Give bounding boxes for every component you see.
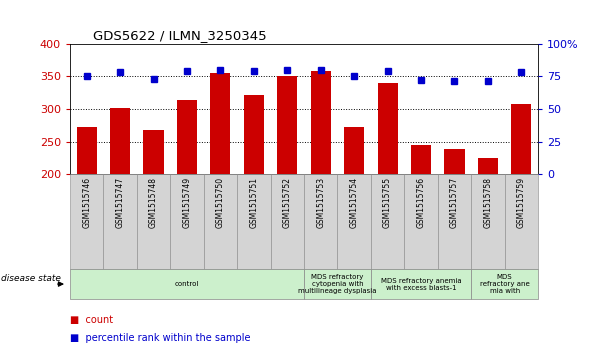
Bar: [344, 127, 364, 174]
Text: GSM1515755: GSM1515755: [383, 177, 392, 228]
Text: GSM1515756: GSM1515756: [416, 177, 426, 228]
Text: GSM1515750: GSM1515750: [216, 177, 225, 228]
Text: GSM1515746: GSM1515746: [82, 177, 91, 228]
Text: control: control: [174, 281, 199, 287]
Text: GSM1515748: GSM1515748: [149, 177, 158, 228]
Text: MDS refractory anemia
with excess blasts-1: MDS refractory anemia with excess blasts…: [381, 278, 461, 290]
Bar: [244, 94, 264, 174]
Bar: [478, 158, 498, 174]
Text: MDS refractory
cytopenia with
multilineage dysplasia: MDS refractory cytopenia with multilinea…: [298, 274, 377, 294]
Text: GSM1515747: GSM1515747: [116, 177, 125, 228]
Text: GSM1515752: GSM1515752: [283, 177, 292, 228]
Text: GSM1515757: GSM1515757: [450, 177, 459, 228]
Bar: [177, 100, 197, 174]
Bar: [311, 71, 331, 174]
Text: MDS
refractory ane
mia with: MDS refractory ane mia with: [480, 274, 530, 294]
Bar: [77, 127, 97, 174]
Text: disease state: disease state: [1, 274, 61, 283]
Bar: [210, 73, 230, 174]
Bar: [378, 83, 398, 174]
Text: ■  count: ■ count: [70, 315, 113, 325]
Text: ■  percentile rank within the sample: ■ percentile rank within the sample: [70, 333, 250, 343]
Text: GSM1515753: GSM1515753: [316, 177, 325, 228]
Text: GSM1515751: GSM1515751: [249, 177, 258, 228]
Text: GSM1515759: GSM1515759: [517, 177, 526, 228]
Bar: [110, 107, 130, 174]
Bar: [143, 130, 164, 174]
Text: GSM1515749: GSM1515749: [182, 177, 192, 228]
Text: GDS5622 / ILMN_3250345: GDS5622 / ILMN_3250345: [93, 29, 267, 42]
Bar: [277, 76, 297, 174]
Bar: [511, 104, 531, 174]
Bar: [411, 145, 431, 174]
Text: GSM1515754: GSM1515754: [350, 177, 359, 228]
Text: GSM1515758: GSM1515758: [483, 177, 492, 228]
Bar: [444, 150, 465, 174]
